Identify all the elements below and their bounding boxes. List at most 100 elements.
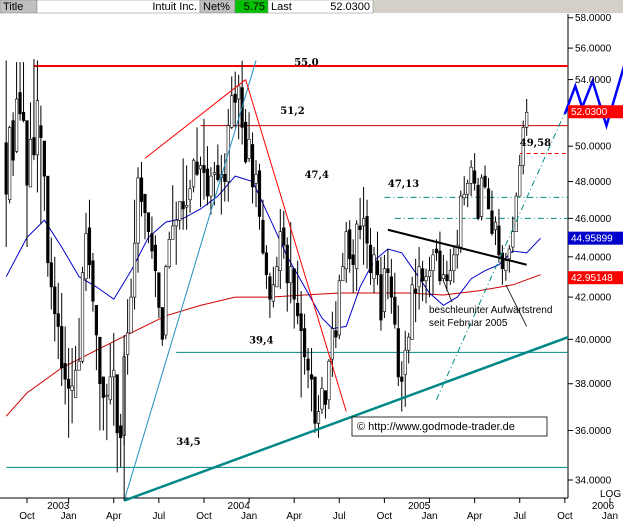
y-axis-scale-label: LOG	[600, 489, 621, 500]
price-badge-label: 42.95148	[571, 273, 613, 284]
candle-body-up	[14, 98, 19, 152]
candle-body-down	[292, 268, 296, 300]
candle	[261, 199, 265, 255]
candle-body-down	[351, 254, 355, 266]
candle	[309, 348, 314, 412]
candle	[389, 258, 393, 314]
candle-body-down	[46, 175, 50, 264]
candle	[202, 118, 206, 200]
candle-body-up	[254, 174, 258, 184]
candle-body-down	[282, 227, 286, 246]
x-tick-label: Oct	[19, 511, 35, 521]
candle	[448, 249, 452, 285]
candle-body-up	[327, 360, 331, 401]
y-tick-label: 46.0000	[575, 214, 612, 225]
y-tick-label: 34.0000	[575, 475, 612, 486]
candle-body-down	[42, 140, 46, 177]
level-annotations: 55,0 51,2 47,4 47,13 49,58 39,4 34,5	[176, 57, 551, 448]
candle-body-up	[278, 231, 282, 272]
candle-body-down	[94, 305, 98, 336]
candle	[178, 201, 182, 230]
candle	[268, 272, 272, 318]
x-tick-label: Apr	[106, 511, 122, 521]
candle	[323, 390, 328, 419]
candle	[146, 212, 151, 244]
candle	[119, 413, 123, 468]
x-tick-label: Jan	[602, 511, 618, 521]
watermark-text: © http://www.godmode-trader.de	[357, 421, 515, 433]
candle	[306, 348, 310, 389]
candle-body-up	[382, 268, 387, 312]
candle	[32, 58, 36, 161]
candle	[427, 256, 432, 298]
candle-body-up	[247, 138, 251, 159]
candle	[518, 154, 522, 197]
candle	[490, 190, 494, 236]
candle	[393, 272, 397, 329]
candle-body-up	[521, 127, 525, 166]
candle	[223, 153, 227, 202]
candle	[126, 299, 130, 375]
candle	[254, 160, 258, 208]
header-last-value: 52.0300	[330, 1, 370, 13]
candle-body-up	[212, 172, 216, 175]
candle-body-up	[504, 260, 508, 272]
x-year-label: 2005	[408, 501, 431, 512]
candle-body-down	[115, 374, 119, 434]
candle-body-down	[233, 93, 237, 103]
x-tick-label: Oct	[557, 511, 573, 521]
candle	[77, 317, 81, 371]
candle	[167, 231, 171, 269]
candle-body-down	[396, 328, 400, 378]
candle	[525, 99, 529, 136]
candle-body-up	[164, 266, 168, 336]
candle	[216, 144, 220, 182]
candle	[150, 216, 154, 259]
candle-body-down	[490, 210, 494, 234]
candle-body-down	[445, 274, 449, 282]
level-annotation: 55,0	[294, 57, 318, 68]
candle	[361, 186, 366, 265]
trendline-0	[123, 335, 569, 502]
header-bar: Title Intuit Inc. Net% 5.75 Last 52.0300	[0, 0, 623, 14]
y-tick-label: 38.0000	[575, 379, 612, 390]
candle	[348, 220, 352, 273]
candle	[80, 266, 85, 364]
x-tick-label: Oct	[196, 511, 212, 521]
candle	[153, 235, 157, 298]
candle-body-up	[410, 284, 414, 340]
candle	[115, 374, 119, 473]
level-annotation: 47,4	[305, 170, 329, 181]
candle	[160, 307, 164, 346]
candle	[282, 210, 286, 259]
candle	[164, 264, 168, 340]
candle-body-up	[188, 188, 192, 201]
candle-body-up	[372, 254, 376, 280]
candle-body-down	[181, 201, 185, 210]
candle-body-down	[67, 378, 71, 389]
candle	[514, 192, 518, 232]
horizontal-levels	[6, 65, 568, 468]
candle	[87, 199, 92, 279]
candle-body-up	[73, 369, 78, 398]
candle	[459, 190, 463, 253]
candle-body-up	[185, 204, 189, 208]
candle	[452, 245, 456, 283]
candle	[46, 175, 50, 277]
candle-body-up	[132, 242, 137, 298]
candle	[337, 274, 341, 340]
x-tick-label: Jul	[333, 511, 346, 521]
candle	[233, 71, 237, 128]
candle-body-down	[334, 330, 338, 338]
price-badge-label: 44.95899	[571, 234, 613, 245]
candle	[486, 177, 491, 210]
candle	[70, 348, 74, 424]
candle-body-down	[139, 177, 144, 202]
candle-body-down	[296, 303, 300, 317]
x-tick-label: Jan	[421, 511, 437, 521]
candle	[198, 156, 203, 208]
candle-body-up	[344, 231, 348, 270]
candle-body-down	[473, 170, 477, 184]
header-net-value: 5.75	[244, 1, 265, 13]
x-year-label: 2006	[592, 501, 615, 512]
